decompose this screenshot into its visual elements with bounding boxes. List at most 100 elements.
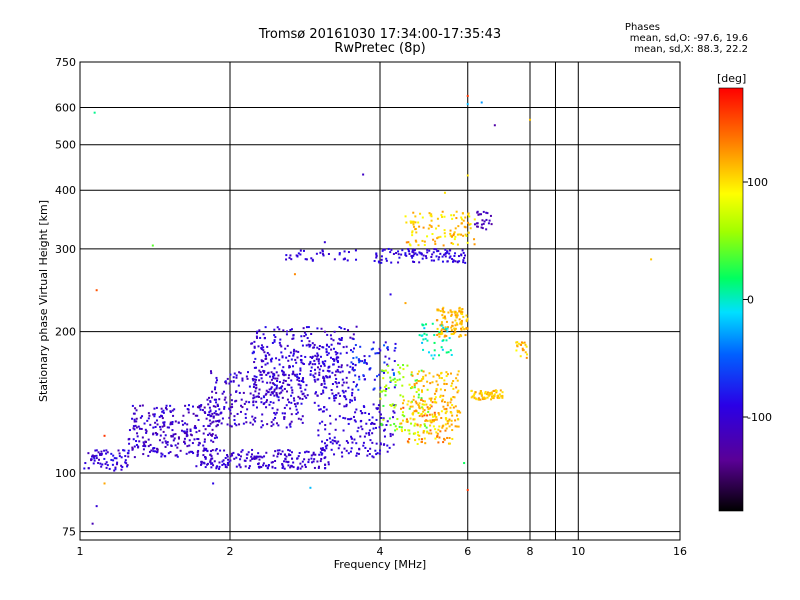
data-point — [389, 380, 392, 383]
data-point — [457, 389, 460, 392]
data-point — [128, 442, 131, 445]
data-point — [448, 418, 451, 421]
data-point — [202, 444, 205, 447]
data-point — [255, 332, 258, 335]
data-point — [292, 337, 295, 340]
data-point — [175, 454, 178, 457]
data-point — [429, 399, 432, 402]
data-point — [413, 386, 416, 389]
data-point — [411, 220, 414, 223]
data-point — [293, 403, 296, 406]
data-point — [488, 219, 491, 222]
data-point — [209, 459, 212, 462]
data-point — [278, 387, 281, 390]
data-point — [387, 364, 390, 367]
data-point — [169, 423, 172, 426]
data-point — [348, 371, 351, 374]
data-point — [162, 411, 165, 414]
data-point — [423, 240, 426, 243]
data-point — [268, 353, 271, 356]
data-point — [245, 400, 248, 403]
data-point — [321, 447, 324, 450]
data-point — [431, 253, 434, 256]
data-point — [437, 309, 440, 312]
data-point — [461, 313, 464, 316]
x-tick-label: 2 — [227, 545, 234, 558]
data-point — [270, 378, 273, 381]
data-point — [435, 390, 438, 393]
data-point — [455, 316, 458, 319]
data-point — [273, 340, 276, 343]
data-point — [279, 344, 282, 347]
data-point — [264, 357, 267, 360]
data-point — [422, 338, 425, 341]
data-point — [501, 396, 504, 399]
data-point — [221, 463, 224, 466]
data-point — [480, 394, 483, 397]
data-point — [152, 447, 155, 450]
data-point — [389, 403, 392, 406]
data-point — [252, 385, 255, 388]
data-point — [419, 425, 422, 428]
data-point — [210, 455, 213, 458]
data-point — [354, 411, 357, 414]
data-point — [282, 379, 285, 382]
data-point — [228, 407, 231, 410]
data-point — [211, 433, 214, 436]
data-point — [274, 450, 277, 453]
data-point — [307, 326, 310, 329]
data-point — [208, 424, 211, 427]
data-point — [115, 463, 118, 466]
data-point — [414, 228, 417, 231]
data-point — [355, 325, 358, 328]
data-point — [438, 425, 441, 428]
data-point — [414, 432, 417, 435]
data-point — [411, 249, 414, 252]
data-point — [296, 402, 299, 405]
data-point — [463, 328, 466, 331]
data-point — [301, 421, 304, 424]
data-point — [172, 414, 175, 417]
data-point — [329, 334, 332, 337]
data-point — [257, 462, 260, 465]
data-point — [437, 332, 440, 335]
data-point — [152, 413, 155, 416]
data-point — [466, 317, 469, 320]
data-point — [312, 460, 315, 463]
data-point — [375, 418, 378, 421]
data-point — [446, 327, 449, 330]
data-point — [381, 369, 384, 372]
data-point — [292, 334, 295, 337]
data-point — [263, 455, 266, 458]
data-point — [384, 355, 387, 358]
data-point — [363, 355, 366, 358]
data-point — [313, 458, 316, 461]
data-point — [340, 327, 343, 330]
data-point — [142, 441, 145, 444]
data-point — [359, 345, 362, 348]
data-point — [431, 233, 434, 236]
data-point — [321, 410, 324, 413]
data-point — [172, 439, 175, 442]
data-point — [343, 257, 346, 260]
data-point — [411, 234, 414, 237]
data-point — [174, 454, 177, 457]
data-point — [353, 398, 356, 401]
data-point — [486, 391, 489, 394]
data-point — [299, 467, 302, 470]
data-point — [453, 396, 456, 399]
data-point — [441, 425, 444, 428]
data-point — [390, 261, 393, 264]
data-point — [313, 359, 316, 362]
data-point — [336, 361, 339, 364]
data-point — [382, 418, 385, 421]
data-point — [449, 406, 452, 409]
data-point — [459, 321, 462, 324]
data-point — [277, 374, 280, 377]
data-point — [436, 373, 439, 376]
data-point — [445, 410, 448, 413]
data-point — [260, 466, 263, 469]
data-point — [106, 464, 109, 467]
data-point — [187, 404, 190, 407]
data-point — [323, 380, 326, 383]
